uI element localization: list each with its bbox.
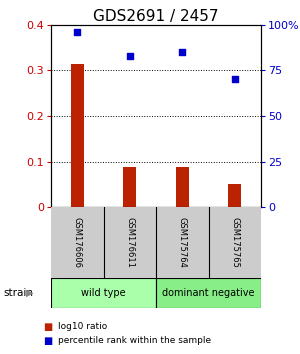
Bar — [71, 63, 84, 207]
Point — [232, 76, 237, 82]
Text: wild type: wild type — [81, 288, 126, 298]
Text: ■: ■ — [44, 322, 53, 332]
Bar — [123, 167, 136, 207]
Bar — [176, 167, 189, 207]
Bar — [103, 207, 156, 278]
Bar — [156, 207, 208, 278]
Bar — [51, 278, 156, 308]
Text: log10 ratio: log10 ratio — [58, 322, 108, 331]
Text: ■: ■ — [44, 336, 53, 346]
Text: strain: strain — [3, 288, 33, 298]
Text: percentile rank within the sample: percentile rank within the sample — [58, 336, 212, 345]
Text: GSM175765: GSM175765 — [230, 217, 239, 268]
Text: dominant negative: dominant negative — [162, 288, 255, 298]
Point — [75, 29, 80, 35]
Text: GSM175764: GSM175764 — [178, 217, 187, 268]
Text: GSM176611: GSM176611 — [125, 217, 134, 268]
Text: ▶: ▶ — [26, 288, 33, 298]
Text: GSM176606: GSM176606 — [73, 217, 82, 268]
Bar — [51, 207, 104, 278]
Point — [128, 53, 132, 59]
Title: GDS2691 / 2457: GDS2691 / 2457 — [93, 8, 219, 24]
Point — [180, 49, 185, 55]
Bar — [156, 278, 261, 308]
Bar — [208, 207, 261, 278]
Bar — [228, 184, 241, 207]
